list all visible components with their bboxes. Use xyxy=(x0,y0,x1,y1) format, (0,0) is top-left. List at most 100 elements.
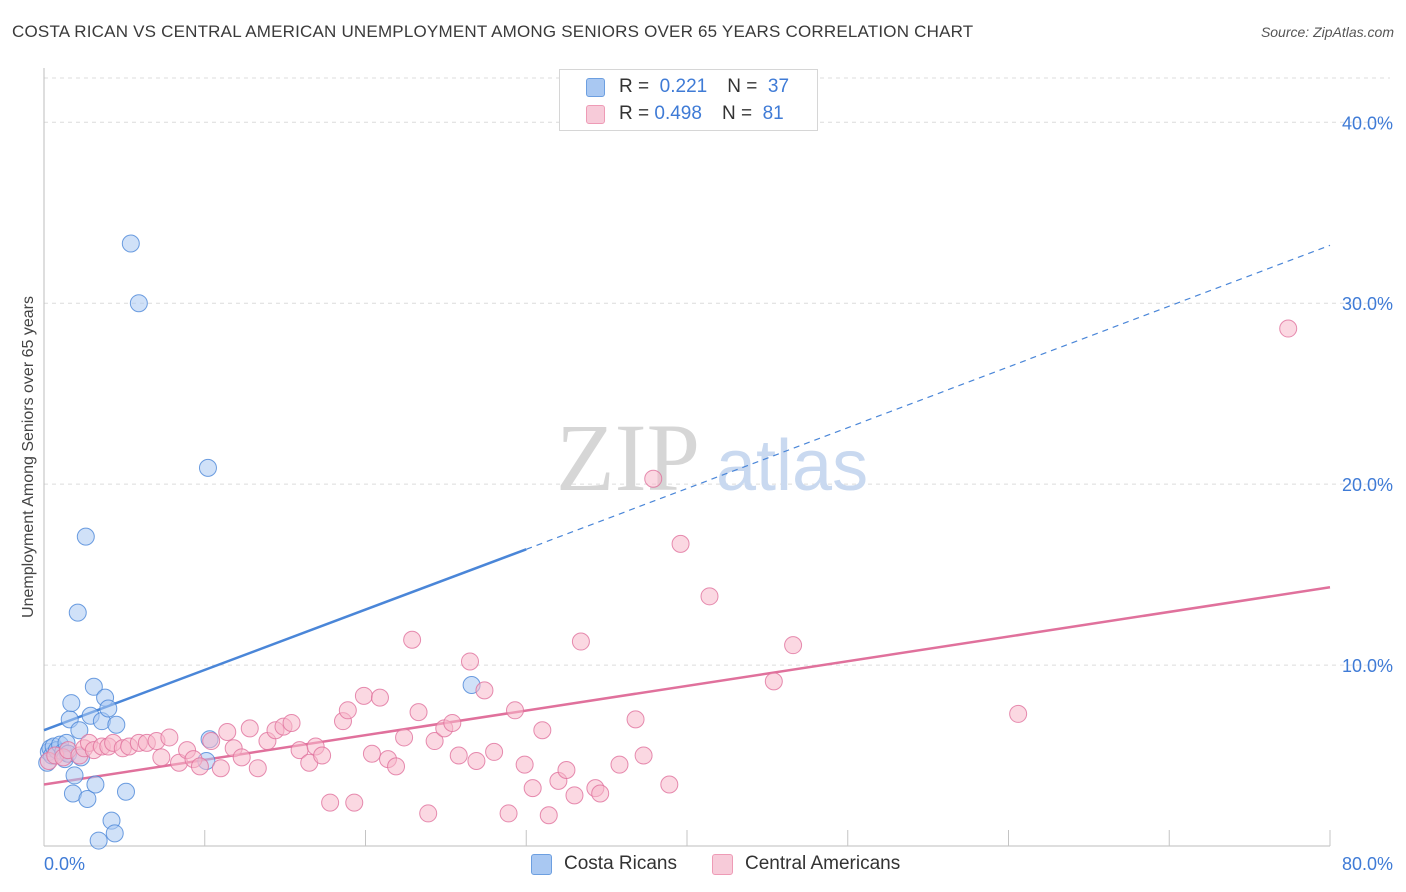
point-1-58 xyxy=(499,804,518,823)
point-1-32 xyxy=(282,713,301,732)
point-1-65 xyxy=(557,761,576,780)
point-0-15 xyxy=(68,603,87,622)
point-1-41 xyxy=(354,686,373,705)
point-1-54 xyxy=(460,652,479,671)
point-1-71 xyxy=(626,710,645,729)
y-tick-label-10: 10.0% xyxy=(1342,656,1393,676)
point-1-72 xyxy=(634,746,653,765)
legend-row-costa-ricans: R = 0.221 N = 37 xyxy=(586,75,789,99)
point-0-30 xyxy=(116,782,135,801)
trend-line-0 xyxy=(43,548,527,732)
bottom-legend-swatch-pink xyxy=(712,853,733,875)
point-1-76 xyxy=(700,587,719,606)
point-1-52 xyxy=(443,713,462,732)
x-ticks xyxy=(43,830,1331,846)
y-tick-label-30: 30.0% xyxy=(1342,294,1393,314)
bottom-legend-label: Costa Ricans xyxy=(564,853,677,874)
data-points xyxy=(38,234,1298,850)
point-1-28 xyxy=(248,759,267,778)
trend-line-1 xyxy=(43,586,1331,786)
point-1-63 xyxy=(539,806,558,825)
point-1-50 xyxy=(425,732,444,751)
point-1-17 xyxy=(160,728,179,747)
point-1-22 xyxy=(202,732,221,751)
point-0-21 xyxy=(84,677,103,696)
point-1-60 xyxy=(515,755,534,774)
x-tick-label-min: 0.0% xyxy=(44,854,85,874)
point-1-69 xyxy=(591,784,610,803)
watermark-atlas: atlas xyxy=(716,426,868,506)
bottom-legend-swatch-blue xyxy=(531,853,552,875)
legend-n-value: 37 xyxy=(767,76,790,97)
y-axis-label: Unemployment Among Seniors over 65 years xyxy=(20,296,37,618)
point-1-36 xyxy=(313,746,332,765)
legend-n-label: N = xyxy=(727,76,758,97)
point-1-74 xyxy=(660,775,679,794)
trend-lines xyxy=(43,244,1331,786)
point-0-23 xyxy=(89,831,108,850)
legend-n-label: N = xyxy=(721,103,753,124)
point-1-49 xyxy=(419,804,438,823)
chart-title: COSTA RICAN VS CENTRAL AMERICAN UNEMPLOY… xyxy=(12,22,974,41)
point-1-23 xyxy=(211,759,230,778)
point-1-73 xyxy=(644,469,663,488)
legend-row-central-americans: R = 0.498 N = 81 xyxy=(586,102,784,126)
point-0-26 xyxy=(99,699,118,718)
gridlines xyxy=(44,77,1390,666)
point-1-67 xyxy=(571,632,590,651)
x-tick-label-max: 80.0% xyxy=(1342,854,1393,874)
point-0-31 xyxy=(121,234,140,253)
point-0-18 xyxy=(76,527,95,546)
point-0-22 xyxy=(86,775,105,794)
point-1-55 xyxy=(467,751,486,770)
legend-n-value: 81 xyxy=(762,103,784,124)
point-1-62 xyxy=(533,721,552,740)
point-1-37 xyxy=(321,793,340,812)
point-1-61 xyxy=(523,779,542,798)
point-0-28 xyxy=(105,824,124,843)
point-0-12 xyxy=(62,694,81,713)
point-1-79 xyxy=(1009,704,1028,723)
legend-r-value: 0.498 xyxy=(654,103,702,124)
point-1-26 xyxy=(232,748,251,767)
point-1-57 xyxy=(485,742,504,761)
point-1-70 xyxy=(610,755,629,774)
point-1-27 xyxy=(240,719,259,738)
legend-swatch-blue xyxy=(586,77,605,97)
legend-r-value: 0.221 xyxy=(659,76,708,97)
point-1-48 xyxy=(409,703,428,722)
point-1-43 xyxy=(370,688,389,707)
point-1-59 xyxy=(505,701,524,720)
point-1-56 xyxy=(475,681,494,700)
point-1-40 xyxy=(345,793,364,812)
point-1-16 xyxy=(152,748,171,767)
bottom-legend-central-americans: Central Americans xyxy=(712,852,900,876)
point-1-39 xyxy=(338,701,357,720)
legend-r-label: R = xyxy=(619,103,650,124)
point-0-29 xyxy=(107,715,126,734)
watermark-zip: ZIP xyxy=(556,404,700,511)
point-1-66 xyxy=(565,786,584,805)
point-1-42 xyxy=(362,744,381,763)
point-1-53 xyxy=(449,746,468,765)
y-tick-label-40: 40.0% xyxy=(1342,113,1393,133)
point-0-35 xyxy=(198,458,217,477)
point-0-16 xyxy=(70,721,89,740)
y-tick-labels: 10.0% 20.0% 30.0% 40.0% xyxy=(1342,113,1393,676)
point-0-19 xyxy=(78,789,97,808)
source-label: Source: ZipAtlas.com xyxy=(1260,24,1394,40)
point-1-75 xyxy=(671,534,690,553)
point-1-24 xyxy=(218,723,237,742)
legend-r-label: R = xyxy=(619,76,650,97)
y-tick-label-20: 20.0% xyxy=(1342,475,1393,495)
legend-swatch-pink xyxy=(586,104,605,124)
trend-line-extension-0 xyxy=(526,244,1331,550)
watermark: ZIP atlas xyxy=(556,404,868,511)
point-1-47 xyxy=(403,630,422,649)
point-1-45 xyxy=(387,757,406,776)
bottom-legend-costa-ricans: Costa Ricans xyxy=(531,852,677,876)
point-1-46 xyxy=(395,728,414,747)
point-1-77 xyxy=(764,672,783,691)
point-0-32 xyxy=(129,294,148,313)
